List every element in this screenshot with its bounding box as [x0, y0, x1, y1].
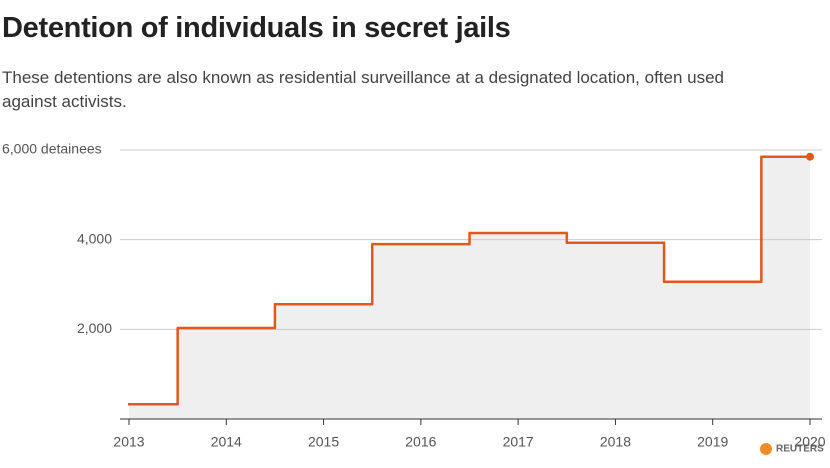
end-point	[806, 152, 814, 161]
chart-subtitle: These detentions are also known as resid…	[2, 68, 725, 111]
x-tick-label: 2015	[308, 434, 339, 450]
chart-title: Detention of individuals in secret jails	[2, 12, 511, 44]
source: REUTERS	[776, 444, 824, 455]
x-tick-label: 2020	[794, 434, 825, 450]
y-tick-label: 6,000 detainees	[2, 141, 102, 157]
x-tick-label: 2016	[405, 434, 436, 450]
area	[129, 156, 810, 419]
y-tick-label: 2,000	[77, 320, 112, 336]
x-tick-label: 2017	[503, 434, 534, 450]
y-tick-label: 4,000	[77, 230, 112, 246]
source-logo	[760, 443, 772, 455]
x-tick-label: 2013	[113, 434, 144, 450]
x-tick-label: 2014	[211, 434, 242, 450]
x-tick-label: 2019	[697, 434, 728, 450]
x-tick-label: 2018	[600, 434, 631, 450]
